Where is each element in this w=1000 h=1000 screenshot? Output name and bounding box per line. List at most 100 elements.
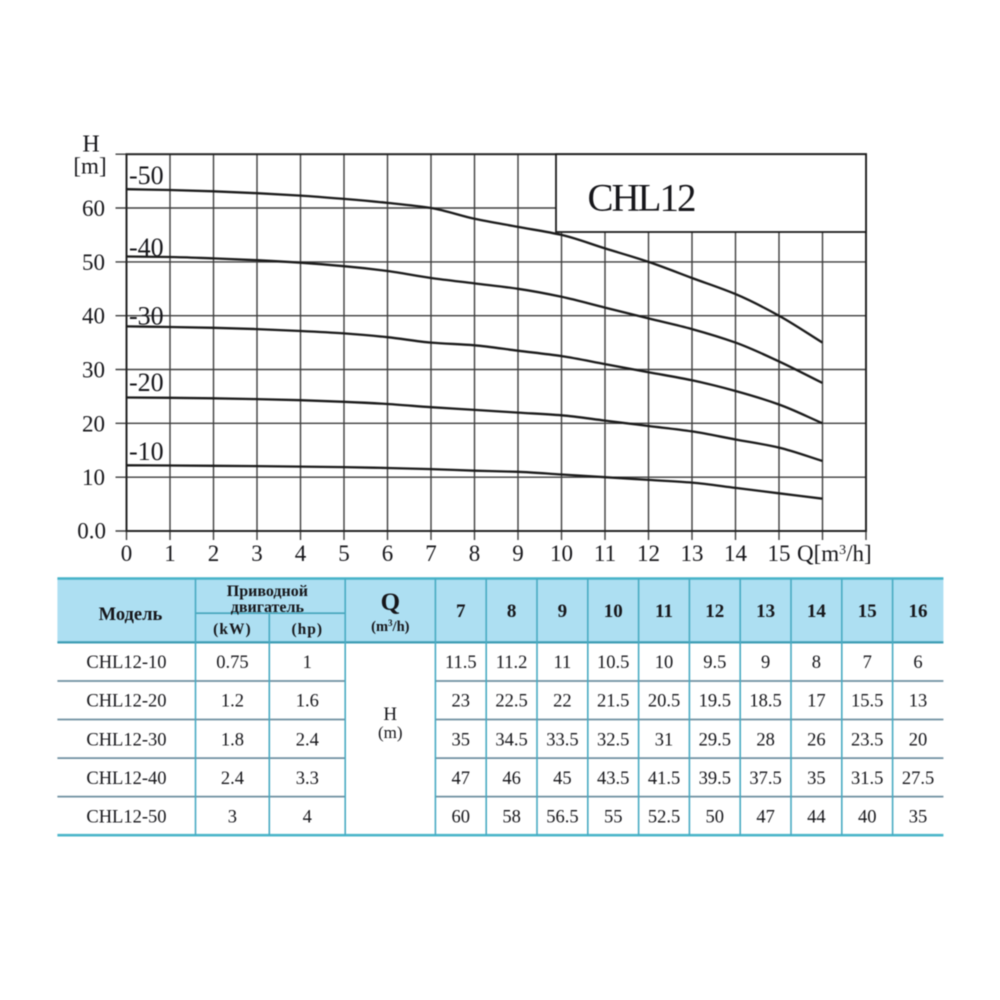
svg-text:-10: -10 [129,437,164,466]
svg-text:9.5: 9.5 [703,653,726,673]
svg-text:2.4: 2.4 [296,730,319,750]
svg-text:11: 11 [553,653,571,673]
svg-text:7: 7 [456,601,466,622]
svg-text:11: 11 [655,601,673,622]
svg-text:H: H [82,132,99,158]
svg-text:47: 47 [452,769,471,789]
svg-text:[m]: [m] [73,154,106,179]
svg-text:9: 9 [512,541,524,566]
svg-text:35: 35 [452,730,471,750]
svg-text:13: 13 [909,692,928,712]
svg-text:7: 7 [425,541,437,566]
svg-text:(m3/h): (m3/h) [371,618,410,635]
svg-text:56.5: 56.5 [546,807,578,827]
svg-text:40: 40 [82,304,105,329]
svg-text:7: 7 [863,653,872,673]
svg-text:10: 10 [655,653,674,673]
svg-text:CHL12-40: CHL12-40 [86,769,166,789]
svg-text:35: 35 [909,807,928,827]
svg-text:6: 6 [913,653,922,673]
svg-text:2: 2 [208,541,220,566]
svg-text:19.5: 19.5 [699,692,731,712]
svg-text:26: 26 [807,730,826,750]
svg-text:4: 4 [295,541,307,566]
svg-text:60: 60 [452,807,471,827]
svg-text:15: 15 [768,541,791,566]
svg-text:29.5: 29.5 [699,730,731,750]
svg-text:50: 50 [82,250,105,275]
svg-text:14: 14 [807,601,827,622]
svg-text:34.5: 34.5 [495,730,527,750]
svg-text:1.6: 1.6 [296,692,319,712]
svg-text:5: 5 [338,541,350,566]
svg-text:CHL12-50: CHL12-50 [86,807,166,827]
svg-text:44: 44 [807,807,826,827]
svg-text:8: 8 [812,653,821,673]
svg-text:CHL12: CHL12 [588,177,696,220]
svg-text:13: 13 [756,601,775,622]
svg-text:(m): (m) [378,723,403,742]
svg-text:52.5: 52.5 [648,807,680,827]
svg-text:-30: -30 [129,302,164,331]
svg-text:39.5: 39.5 [699,769,731,789]
svg-text:(kW): (kW) [213,621,251,638]
svg-text:15: 15 [858,601,877,622]
svg-text:1: 1 [164,541,176,566]
svg-text:15.5: 15.5 [851,692,883,712]
svg-text:11.2: 11.2 [496,653,528,673]
svg-text:13: 13 [681,541,704,566]
svg-text:16: 16 [909,601,928,622]
svg-text:32.5: 32.5 [597,730,629,750]
svg-text:11.5: 11.5 [445,653,477,673]
svg-text:10: 10 [550,541,573,566]
svg-text:21.5: 21.5 [597,692,629,712]
svg-text:9: 9 [558,601,568,622]
svg-text:14: 14 [724,541,748,566]
svg-text:31: 31 [655,730,674,750]
svg-text:45: 45 [553,769,572,789]
svg-text:23.5: 23.5 [851,730,883,750]
svg-text:46: 46 [502,769,521,789]
svg-text:8: 8 [507,601,517,622]
svg-text:28: 28 [756,730,775,750]
svg-text:43.5: 43.5 [597,769,629,789]
svg-text:55: 55 [604,807,623,827]
svg-text:Приводной: Приводной [227,583,308,600]
svg-text:35: 35 [807,769,826,789]
svg-text:H: H [383,704,397,725]
svg-text:60: 60 [82,196,105,221]
svg-text:CHL12-10: CHL12-10 [86,653,166,673]
svg-text:40: 40 [858,807,877,827]
svg-text:33.5: 33.5 [546,730,578,750]
svg-text:3.3: 3.3 [296,769,319,789]
svg-text:1.8: 1.8 [221,730,244,750]
svg-text:CHL12-20: CHL12-20 [86,692,166,712]
svg-text:20.5: 20.5 [648,692,680,712]
svg-text:30: 30 [82,358,105,383]
svg-text:22.5: 22.5 [495,692,527,712]
svg-text:3: 3 [251,541,263,566]
svg-text:Q: Q [381,589,400,616]
svg-text:31.5: 31.5 [851,769,883,789]
svg-text:10.5: 10.5 [597,653,629,673]
svg-text:58: 58 [502,807,521,827]
svg-text:47: 47 [756,807,775,827]
svg-text:23: 23 [452,692,471,712]
svg-text:50: 50 [706,807,725,827]
svg-text:8: 8 [469,541,481,566]
svg-text:-50: -50 [129,161,164,190]
svg-text:-40: -40 [129,233,164,262]
svg-text:37.5: 37.5 [749,769,781,789]
svg-text:0.75: 0.75 [216,653,248,673]
svg-text:Модель: Модель [99,605,163,625]
svg-text:17: 17 [807,692,826,712]
svg-text:12: 12 [705,601,724,622]
svg-text:2.4: 2.4 [221,769,244,789]
svg-text:9: 9 [761,653,770,673]
svg-text:11: 11 [594,541,616,566]
svg-text:-20: -20 [129,368,164,397]
svg-text:1: 1 [303,653,312,673]
svg-text:Q[m3/h]: Q[m3/h] [797,541,872,566]
svg-text:6: 6 [382,541,394,566]
svg-text:27.5: 27.5 [902,769,934,789]
